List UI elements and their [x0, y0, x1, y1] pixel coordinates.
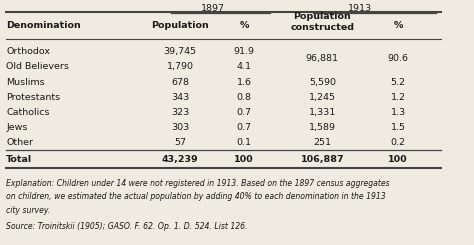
Text: 43,239: 43,239	[162, 155, 199, 164]
Text: Protestants: Protestants	[6, 93, 60, 102]
Text: 106,887: 106,887	[301, 155, 344, 164]
Text: Old Believers: Old Believers	[6, 62, 69, 71]
Text: 0.7: 0.7	[237, 123, 252, 132]
Text: on children, we estimated the actual population by adding 40% to each denominati: on children, we estimated the actual pop…	[6, 192, 386, 201]
Text: Muslims: Muslims	[6, 78, 45, 86]
Text: 1,245: 1,245	[309, 93, 336, 102]
Text: 1.6: 1.6	[237, 78, 252, 86]
Text: 0.8: 0.8	[237, 93, 252, 102]
Text: 303: 303	[171, 123, 189, 132]
Text: 5.2: 5.2	[391, 78, 406, 86]
Text: 251: 251	[313, 138, 331, 147]
Text: %: %	[393, 21, 403, 30]
Text: 0.2: 0.2	[391, 138, 406, 147]
Text: Denomination: Denomination	[6, 21, 81, 30]
Text: 96,881: 96,881	[306, 54, 339, 63]
Text: Jews: Jews	[6, 123, 27, 132]
Text: 57: 57	[174, 138, 186, 147]
Text: 1,790: 1,790	[167, 62, 193, 71]
Text: Population: Population	[151, 21, 209, 30]
Text: 90.6: 90.6	[388, 54, 409, 63]
Text: city survey.: city survey.	[6, 206, 51, 215]
Text: Catholics: Catholics	[6, 108, 50, 117]
Text: 91.9: 91.9	[234, 47, 255, 56]
Text: %: %	[239, 21, 249, 30]
Text: 39,745: 39,745	[164, 47, 197, 56]
Text: 1.5: 1.5	[391, 123, 406, 132]
Text: 1,589: 1,589	[309, 123, 336, 132]
Text: Explanation: Children under 14 were not registered in 1913. Based on the 1897 ce: Explanation: Children under 14 were not …	[6, 179, 390, 188]
Text: Orthodox: Orthodox	[6, 47, 50, 56]
Text: Total: Total	[6, 155, 32, 164]
Text: 1,331: 1,331	[309, 108, 336, 117]
Text: 5,590: 5,590	[309, 78, 336, 86]
Text: 0.1: 0.1	[237, 138, 252, 147]
Text: 1897: 1897	[201, 4, 225, 13]
Text: 100: 100	[388, 155, 408, 164]
Text: 1913: 1913	[348, 4, 372, 13]
Text: 4.1: 4.1	[237, 62, 252, 71]
Text: 1.3: 1.3	[391, 108, 406, 117]
Text: Other: Other	[6, 138, 33, 147]
Text: 678: 678	[171, 78, 189, 86]
Text: Source: Troinitskii (1905); GASO. F. 62. Op. 1. D. 524. List 126.: Source: Troinitskii (1905); GASO. F. 62.…	[6, 222, 247, 231]
Text: 1.2: 1.2	[391, 93, 406, 102]
Text: 0.7: 0.7	[237, 108, 252, 117]
Text: 323: 323	[171, 108, 189, 117]
Text: Population
constructed: Population constructed	[290, 12, 355, 32]
Text: 343: 343	[171, 93, 189, 102]
Text: 100: 100	[234, 155, 254, 164]
